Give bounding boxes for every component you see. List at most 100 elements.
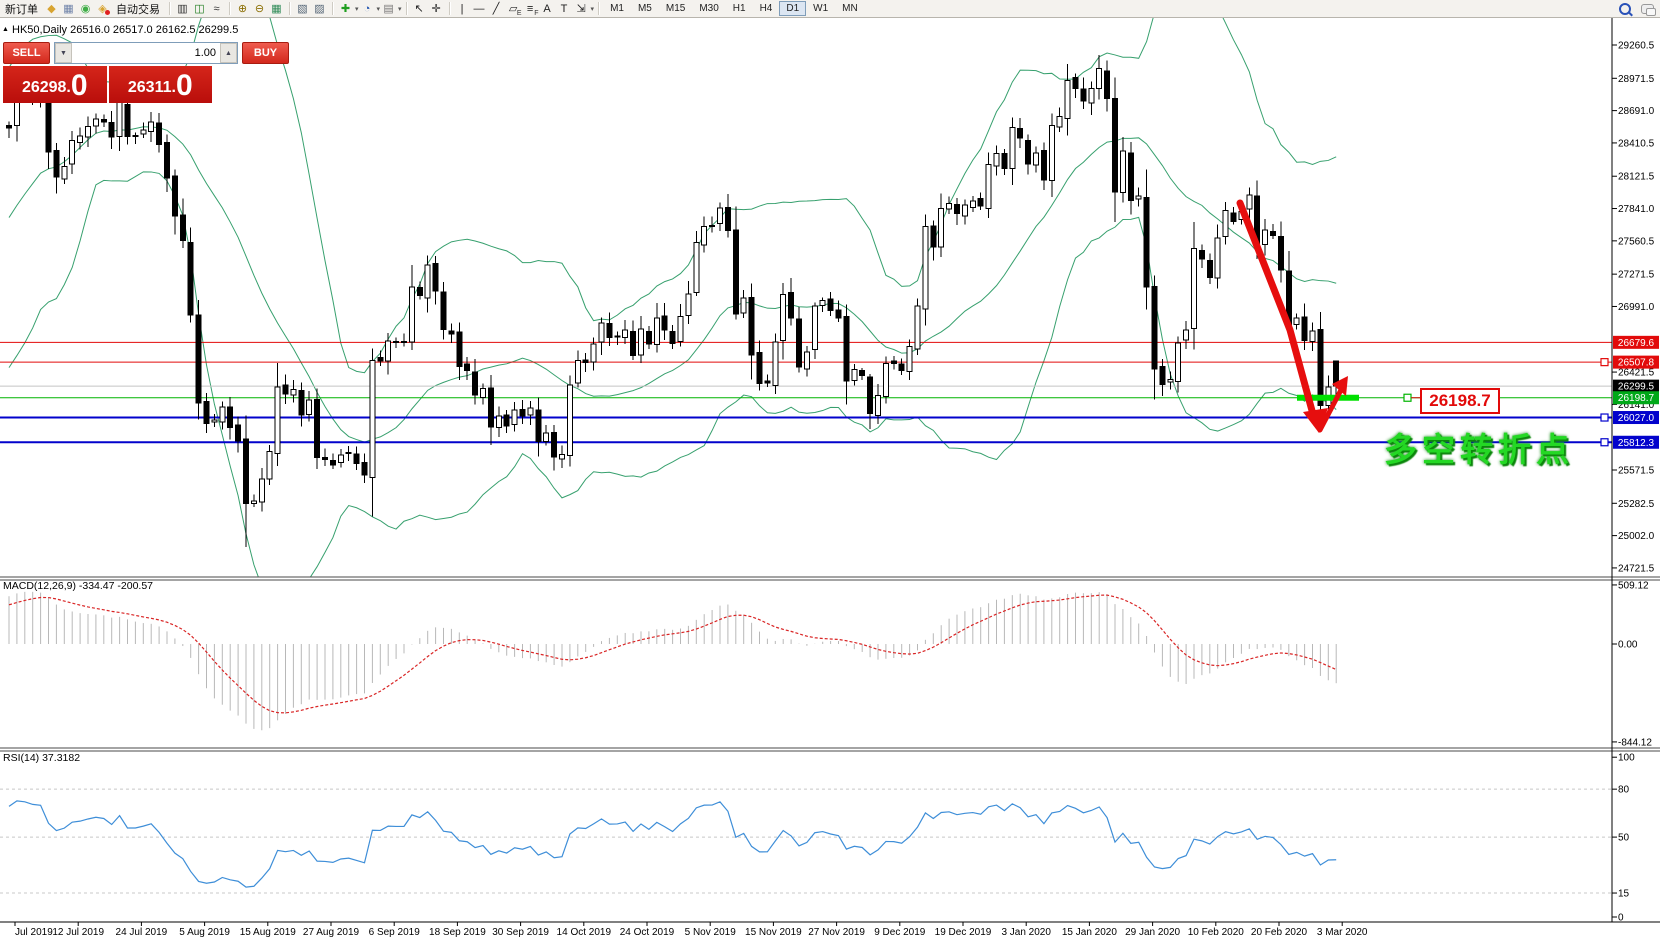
timeframe-w1[interactable]: W1: [813, 3, 829, 14]
candle: [875, 395, 881, 417]
date-tick-label: 14 Oct 2019: [557, 927, 612, 938]
date-tick-label: 5 Aug 2019: [179, 927, 230, 938]
zoom-in-icon[interactable]: ⊕: [237, 3, 248, 15]
price-tag-annotation[interactable]: 26198.7: [1420, 388, 1500, 414]
new-order-icon[interactable]: ◆: [47, 3, 56, 15]
price-tick-label: 27560.5: [1618, 236, 1655, 247]
price-badge-label: 26027.0: [1618, 413, 1655, 424]
line-handle[interactable]: [1600, 438, 1609, 447]
vertical-line-icon[interactable]: |: [460, 2, 464, 15]
price-tick-label: 28121.5: [1618, 172, 1655, 183]
signal-icon[interactable]: ◉: [80, 3, 91, 15]
candle: [961, 204, 968, 217]
price-badge: [1613, 435, 1659, 449]
horizontal-line-icon[interactable]: —: [473, 2, 485, 15]
candle: [124, 103, 131, 138]
indicators-icon[interactable]: ✚: [340, 3, 351, 15]
trendline-icon[interactable]: ╱: [492, 3, 500, 15]
date-tick-label: 29 Jan 2020: [1125, 927, 1180, 938]
arrows-icon-dropdown[interactable]: ▾: [590, 5, 595, 13]
candle: [140, 129, 147, 135]
volume-decrease-button[interactable]: ▼: [55, 43, 72, 63]
candle: [811, 305, 818, 350]
timeframe-d1[interactable]: D1: [779, 1, 807, 16]
date-tick-label: Jul 2019: [15, 927, 53, 938]
drawn-annotations[interactable]: [1236, 199, 1420, 433]
price-tick-label: 29260.5: [1618, 41, 1655, 52]
periods-icon[interactable]: ◔: [363, 2, 371, 15]
candle: [290, 389, 297, 396]
arrange-charts-icon[interactable]: ▧: [297, 3, 308, 15]
candle: [432, 262, 439, 292]
timeframe-h4[interactable]: H4: [759, 3, 773, 14]
symbol-ohlc: 26516.0 26517.0 26162.5 26299.5: [70, 24, 239, 36]
turning-point-annotation[interactable]: 多空转折点: [1384, 431, 1574, 468]
down-trend-arrow: [1236, 199, 1318, 422]
candlestick-chart-icon[interactable]: ◫: [194, 3, 205, 15]
timeframe-m30[interactable]: M30: [699, 3, 719, 14]
text-icon[interactable]: A: [543, 2, 551, 15]
autotrade-icon[interactable]: ◈: [94, 1, 111, 16]
tile-windows-icon[interactable]: ▦: [271, 3, 282, 15]
candle: [614, 335, 621, 338]
fibonacci-icon[interactable]: ≡ F: [526, 2, 539, 18]
macd-tick-label: 509.12: [1618, 580, 1649, 591]
search-icon[interactable]: [1619, 2, 1631, 15]
volume-increase-button[interactable]: ▲: [220, 43, 237, 63]
chart-window-icon[interactable]: ▦: [63, 3, 74, 15]
price-badge-label: 26198.7: [1618, 393, 1655, 404]
candle: [1040, 150, 1047, 181]
price-tick-label: 28691.0: [1618, 106, 1655, 117]
timeframe-m1[interactable]: M1: [610, 3, 624, 14]
new-order-button[interactable]: 新订单: [5, 3, 38, 16]
text-label-icon[interactable]: T: [560, 2, 568, 15]
price-tick-label: 25571.5: [1618, 466, 1655, 477]
sell-price[interactable]: 26298. 0: [3, 66, 107, 103]
candle: [582, 359, 589, 364]
rsi-tick-label: 80: [1618, 785, 1630, 796]
timeframe-mn[interactable]: MN: [842, 3, 858, 14]
line-chart-icon[interactable]: ≈: [213, 2, 220, 15]
date-tick-label: 3 Mar 2020: [1317, 927, 1368, 938]
candle: [100, 119, 107, 123]
candle: [385, 340, 392, 362]
candle: [337, 454, 344, 464]
price-tick-label: 24721.5: [1618, 563, 1655, 574]
autotrade-button[interactable]: 自动交易: [116, 3, 160, 16]
arrows-icon[interactable]: ⇲: [576, 3, 586, 15]
down-arrow-head: [1303, 408, 1328, 433]
cursor-icon[interactable]: ↖: [414, 3, 424, 15]
periods-icon-dropdown[interactable]: ▾: [376, 5, 381, 13]
sell-button[interactable]: SELL: [3, 42, 50, 64]
equidistant-channel-icon[interactable]: ▱ E: [508, 3, 522, 17]
line-handle[interactable]: [1600, 358, 1609, 367]
autotrade-stopped-dot: [105, 10, 110, 15]
buy-price[interactable]: 26311. 0: [108, 66, 212, 103]
bar-chart-icon[interactable]: ▥: [177, 3, 188, 15]
line-handle[interactable]: [1403, 393, 1412, 402]
templates-icon[interactable]: ▤: [383, 3, 394, 15]
indicators-icon-dropdown[interactable]: ▾: [355, 5, 359, 13]
macd-pane: [8, 591, 1337, 731]
chart-shift-icon[interactable]: ▨: [314, 3, 325, 15]
candle: [756, 351, 763, 384]
candle: [1072, 76, 1079, 89]
volume-input[interactable]: [72, 43, 220, 63]
line-handle[interactable]: [1600, 413, 1609, 422]
candle: [1104, 70, 1111, 100]
timeframe-m15[interactable]: M15: [665, 3, 686, 14]
rsi-tick-label: 100: [1618, 753, 1635, 764]
templates-icon-dropdown[interactable]: ▾: [398, 5, 402, 13]
zoom-out-icon[interactable]: ⊖: [254, 3, 265, 15]
candle: [954, 204, 960, 214]
candle: [1270, 230, 1276, 236]
timeframe-h1[interactable]: H1: [732, 3, 746, 14]
buy-button[interactable]: BUY: [242, 42, 289, 64]
candle: [606, 323, 613, 339]
candle: [408, 286, 415, 343]
chat-icon[interactable]: [1641, 3, 1656, 16]
crosshair-icon[interactable]: ✛: [431, 3, 441, 15]
timeframe-m5[interactable]: M5: [637, 3, 652, 14]
rsi-label: RSI(14) 37.3182: [3, 752, 81, 764]
